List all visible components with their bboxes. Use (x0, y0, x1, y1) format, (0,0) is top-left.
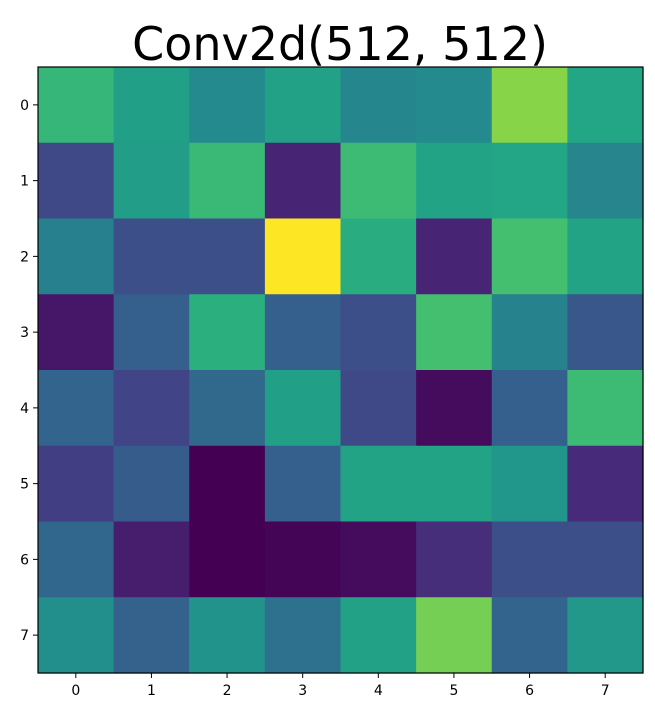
heatmap-cell-r0-c1 (113, 67, 190, 144)
heatmap-cell-r3-c6 (491, 294, 568, 371)
heatmap-cell-r7-c4 (340, 597, 417, 674)
heatmap-cell-r2-c1 (113, 218, 190, 295)
y-tick-label-7: 7 (20, 628, 29, 644)
heatmap-cell-r4-c5 (416, 370, 493, 447)
heatmap-cell-r3-c2 (189, 294, 266, 371)
chart-title: Conv2d(512, 512) (132, 17, 548, 71)
heatmap-cell-r4-c2 (189, 370, 266, 447)
heatmap-cell-r0-c2 (189, 67, 266, 144)
y-tick-label-4: 4 (20, 401, 29, 417)
heatmap-cell-r4-c3 (264, 370, 342, 447)
heatmap-cell-r5-c2 (189, 445, 266, 523)
heatmap-cell-r3-c3 (264, 294, 342, 371)
heatmap-cell-r5-c6 (491, 445, 568, 523)
heatmap-cell-r0-c0 (38, 67, 115, 144)
heatmap-cell-r1-c2 (189, 142, 266, 220)
heatmap-cell-r0-c6 (491, 67, 568, 144)
y-tick-label-5: 5 (20, 477, 29, 493)
x-tick-label-7: 7 (601, 683, 610, 699)
heatmap-cell-r6-c2 (189, 521, 266, 598)
y-tick-label-1: 1 (20, 174, 29, 190)
heatmap-cell-r5-c4 (340, 445, 417, 523)
heatmap-cell-r2-c5 (416, 218, 493, 295)
heatmap-cell-r6-c7 (567, 521, 644, 598)
heatmap-cell-r7-c0 (38, 597, 115, 674)
heatmap-cell-r1-c7 (567, 142, 644, 220)
heatmap-cell-r6-c5 (416, 521, 493, 598)
heatmap-cell-r0-c7 (567, 67, 644, 144)
heatmap-cell-r6-c1 (113, 521, 190, 598)
heatmap-cell-r2-c3 (264, 218, 342, 295)
heatmap-cell-r2-c0 (38, 218, 115, 295)
heatmap-cell-r4-c6 (491, 370, 568, 447)
plot-frame (37, 66, 644, 674)
x-tick-label-1: 1 (147, 683, 156, 699)
heatmap-cell-r5-c0 (38, 445, 115, 523)
y-tick-label-6: 6 (20, 552, 29, 568)
x-tick-label-6: 6 (525, 683, 534, 699)
heatmap-cell-r0-c3 (264, 67, 342, 144)
heatmap-cell-r7-c7 (567, 597, 644, 674)
heatmap-cell-r1-c5 (416, 142, 493, 220)
heatmap-cell-r7-c2 (189, 597, 266, 674)
x-tick-label-4: 4 (374, 683, 383, 699)
heatmap-cell-r5-c5 (416, 445, 493, 523)
heatmap-cell-r7-c1 (113, 597, 190, 674)
heatmap-cell-r3-c0 (38, 294, 115, 371)
heatmap-cell-r1-c0 (38, 142, 115, 220)
heatmap-cell-r4-c1 (113, 370, 190, 447)
heatmap-cell-r6-c4 (340, 521, 417, 598)
heatmap-cell-r0-c4 (340, 67, 417, 144)
heatmap-cell-r1-c6 (491, 142, 568, 220)
heatmap-cell-r7-c3 (264, 597, 342, 674)
heatmap-cell-r5-c3 (264, 445, 342, 523)
heatmap-cell-r1-c3 (264, 142, 342, 220)
heatmap-cell-r7-c6 (491, 597, 568, 674)
heatmap-cell-r6-c3 (264, 521, 342, 598)
x-tick-label-0: 0 (71, 683, 80, 699)
heatmap-cell-r4-c4 (340, 370, 417, 447)
heatmap-cell-r4-c7 (567, 370, 644, 447)
heatmap-cell-r6-c0 (38, 521, 115, 598)
heatmap-cell-r3-c4 (340, 294, 417, 371)
heatmap-cell-r2-c6 (491, 218, 568, 295)
y-tick-label-2: 2 (20, 249, 29, 265)
heatmap-cell-r7-c5 (416, 597, 493, 674)
heatmap-cell-r2-c7 (567, 218, 644, 295)
x-tick-label-2: 2 (223, 683, 232, 699)
x-tick-label-5: 5 (449, 683, 458, 699)
heatmap-cell-r2-c4 (340, 218, 417, 295)
axis-ticks: 0 1 2 3 4 5 6 7 0 1 2 3 4 5 6 7 (20, 98, 610, 699)
heatmap-cell-r0-c5 (416, 67, 493, 144)
heatmap-cell-r1-c1 (113, 142, 190, 220)
heatmap-cell-r3-c1 (113, 294, 190, 371)
x-tick-label-3: 3 (298, 683, 307, 699)
heatmap-cell-r5-c7 (567, 445, 644, 523)
heatmap-cell-r2-c2 (189, 218, 266, 295)
heatmap-cell-r4-c0 (38, 370, 115, 447)
heatmap-cell-r3-c7 (567, 294, 644, 371)
heatmap-cell-r3-c5 (416, 294, 493, 371)
heatmap-cell-r5-c1 (113, 445, 190, 523)
y-tick-label-3: 3 (20, 325, 29, 341)
heatmap-cells (38, 67, 644, 674)
y-tick-label-0: 0 (20, 98, 29, 114)
heatmap-cell-r6-c6 (491, 521, 568, 598)
heatmap-cell-r1-c4 (340, 142, 417, 220)
